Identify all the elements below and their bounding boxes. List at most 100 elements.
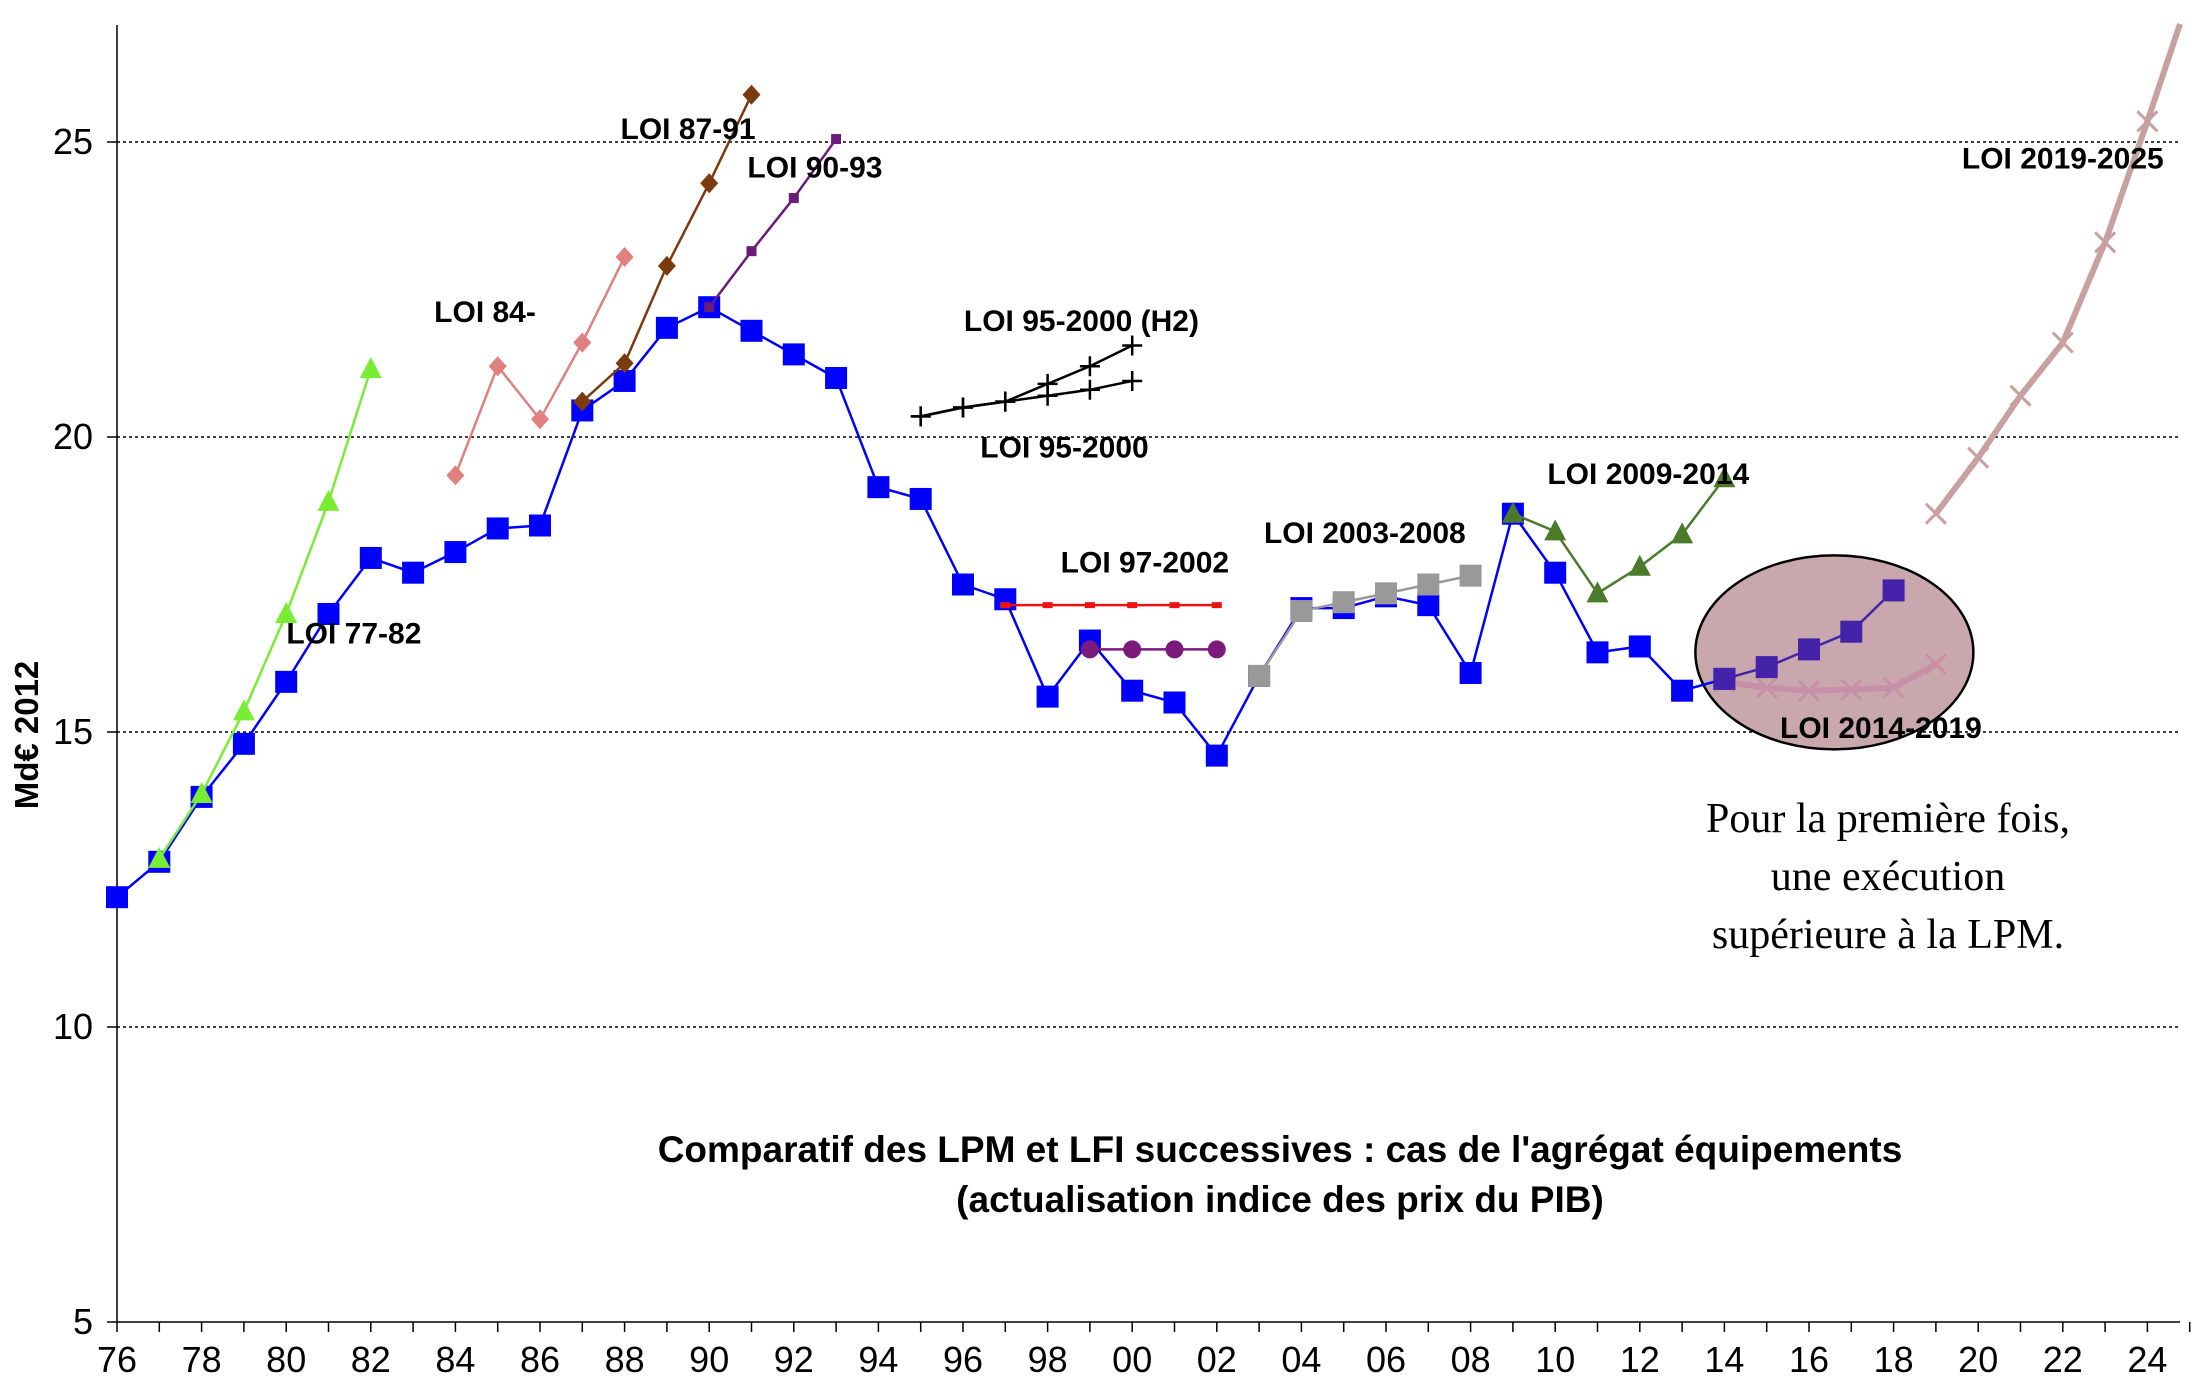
series-12	[1713, 579, 1905, 690]
series-7	[1000, 602, 1222, 609]
series-label: LOI 97-2002	[1061, 547, 1229, 580]
series-6	[910, 370, 1143, 427]
series-label: LOI 84-	[434, 296, 536, 329]
series-layer	[106, 23, 2183, 909]
x-tick-label: 80	[266, 1339, 306, 1380]
x-tick-label: 08	[1451, 1339, 1491, 1380]
data-point	[909, 487, 932, 510]
tick-labels: 5 10 15 20 25 76 78 80 82 84 86 88 90 92 94 96 98 00 02 04 0…	[53, 121, 2167, 1380]
y-tick-label: 10	[53, 1006, 93, 1047]
data-point	[1037, 385, 1058, 406]
x-tick-label: 20	[1958, 1339, 1998, 1380]
data-point	[1169, 602, 1180, 609]
y-tick-label: 15	[53, 711, 93, 752]
data-point	[446, 465, 465, 486]
series-label: LOI 77-82	[286, 618, 421, 651]
data-point	[529, 514, 551, 537]
series-line	[1512, 477, 1726, 595]
data-point	[1290, 600, 1313, 623]
data-point	[1459, 564, 1482, 587]
data-point	[1882, 676, 1905, 699]
data-point	[444, 541, 467, 564]
x-tick-label: 98	[1028, 1339, 1068, 1380]
data-point	[657, 255, 676, 276]
data-point	[1586, 581, 1609, 603]
data-point	[1163, 691, 1186, 714]
series-line	[708, 138, 838, 308]
x-tick-label: 96	[943, 1339, 983, 1380]
y-axis-label: Md€ 2012	[8, 661, 45, 810]
data-point	[359, 546, 382, 569]
data-point	[1417, 573, 1440, 596]
x-tick-label: 82	[351, 1339, 391, 1380]
series-3	[573, 84, 761, 412]
x-tick-label: 88	[605, 1339, 645, 1380]
series-label: LOI 2019-2025	[1962, 143, 2164, 176]
data-point	[1207, 640, 1226, 659]
series-9	[1248, 564, 1482, 687]
data-point	[1459, 662, 1482, 684]
data-point	[615, 353, 634, 374]
data-point	[825, 367, 848, 389]
data-point	[1840, 678, 1863, 701]
series-line	[920, 379, 1133, 418]
data-point	[1122, 335, 1143, 356]
series-2	[446, 247, 634, 486]
data-point	[1084, 602, 1095, 609]
data-point	[1211, 602, 1222, 609]
series-10	[1501, 466, 1736, 603]
data-point	[2094, 231, 2117, 254]
x-tick-label: 10	[1535, 1339, 1575, 1380]
data-point	[1079, 379, 1100, 400]
data-point	[1080, 640, 1099, 659]
series-line	[454, 256, 626, 476]
data-point	[952, 573, 974, 596]
annotation-line: supérieure à la LPM.	[1712, 912, 2064, 958]
data-point	[1123, 640, 1142, 659]
data-point	[700, 173, 719, 194]
data-point	[148, 846, 171, 868]
data-point	[1840, 620, 1863, 643]
x-tick-label: 14	[1704, 1339, 1744, 1380]
series-line	[158, 368, 372, 860]
gridlines	[117, 141, 2180, 1028]
data-point	[1628, 554, 1651, 576]
series-4	[704, 134, 842, 313]
data-point	[1079, 356, 1100, 377]
data-point	[615, 247, 634, 268]
chart-title: Comparatif des LPM et LFI successives : …	[658, 1129, 1903, 1170]
annotation-line: une exécution	[1771, 854, 2005, 900]
data-point	[1205, 744, 1228, 767]
x-tick-label: 24	[2127, 1339, 2167, 1380]
data-point	[317, 603, 340, 625]
data-point	[1036, 685, 1059, 708]
highlight-ellipse	[1694, 554, 1975, 751]
data-point	[1165, 640, 1184, 659]
series-label: LOI 87-91	[621, 113, 756, 146]
data-point	[746, 246, 757, 257]
series-0	[106, 296, 1736, 909]
y-tick-label: 5	[73, 1301, 93, 1342]
data-point	[486, 517, 509, 540]
data-point	[2009, 384, 2032, 407]
data-point	[573, 391, 592, 412]
data-point	[953, 397, 973, 418]
data-point	[742, 84, 761, 105]
x-tick-label: 04	[1281, 1339, 1321, 1380]
data-point	[232, 732, 255, 755]
chart-subtitle: (actualisation indice des prix du PIB)	[956, 1179, 1604, 1220]
x-tick-label: 00	[1112, 1339, 1152, 1380]
data-point	[1797, 679, 1821, 702]
data-point	[1924, 502, 1947, 525]
data-point	[1127, 602, 1138, 609]
x-tick-label: 84	[435, 1339, 475, 1380]
data-point	[704, 302, 715, 313]
data-point	[910, 406, 931, 427]
data-point	[782, 343, 805, 366]
data-point	[1755, 656, 1778, 679]
data-point	[1713, 466, 1736, 488]
data-point	[740, 319, 763, 342]
data-point	[1544, 519, 1567, 541]
data-point	[1417, 594, 1440, 617]
